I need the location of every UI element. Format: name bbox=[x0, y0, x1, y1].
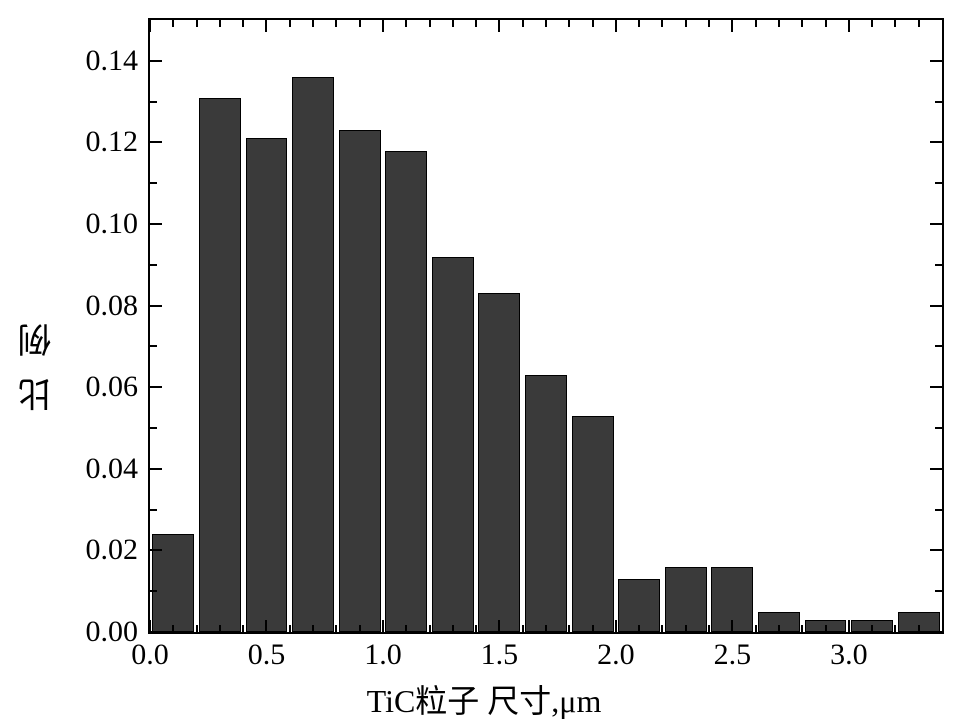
histogram-figure: 比 例 0.00 0.02 0.04 0.06 0.08 0.10 0.12 0.14 0.0… bbox=[0, 0, 968, 728]
x-tick-label: 3.0 bbox=[830, 638, 868, 672]
bar bbox=[432, 257, 474, 632]
x-tick-label: 1.0 bbox=[364, 638, 402, 672]
y-tick-label: 0.04 bbox=[58, 452, 138, 486]
x-tick-label: 1.5 bbox=[481, 638, 519, 672]
y-axis-label: 比 例 bbox=[14, 317, 63, 412]
x-tick-label: 2.0 bbox=[597, 638, 635, 672]
bar bbox=[339, 130, 381, 632]
bar bbox=[199, 98, 241, 632]
x-axis-label: TiC粒子 尺寸,μm bbox=[367, 676, 602, 722]
x-tick-label: 0.0 bbox=[131, 638, 169, 672]
x-tick-label: 2.5 bbox=[714, 638, 752, 672]
bar bbox=[292, 77, 334, 632]
x-tick-label: 0.5 bbox=[248, 638, 286, 672]
bar bbox=[572, 416, 614, 632]
y-tick-label: 0.08 bbox=[58, 289, 138, 323]
y-tick-label: 0.06 bbox=[58, 370, 138, 404]
bar bbox=[478, 293, 520, 632]
bar bbox=[665, 567, 707, 632]
bar bbox=[385, 151, 427, 632]
y-tick-label: 0.12 bbox=[58, 125, 138, 159]
y-tick-label: 0.10 bbox=[58, 207, 138, 241]
plot-area bbox=[148, 18, 944, 634]
y-tick-label: 0.00 bbox=[58, 615, 138, 649]
y-tick-label: 0.02 bbox=[58, 533, 138, 567]
bar bbox=[525, 375, 567, 632]
bar bbox=[246, 138, 288, 632]
y-tick-label: 0.14 bbox=[58, 44, 138, 78]
